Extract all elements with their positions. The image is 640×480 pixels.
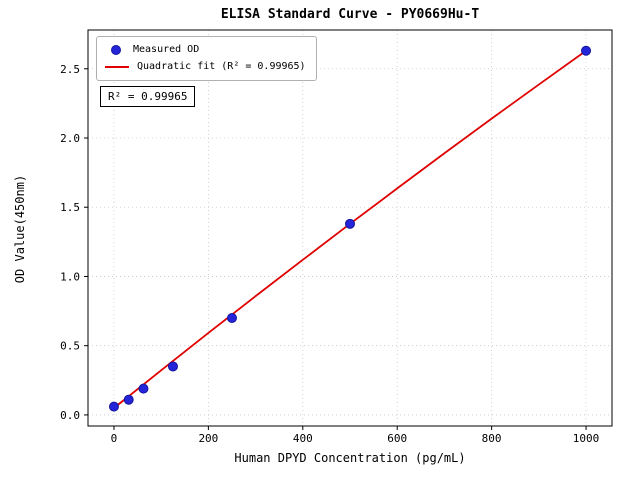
x-tick-label: 200 <box>198 432 218 445</box>
y-tick-label: 0.0 <box>60 409 80 422</box>
x-tick-label: 600 <box>387 432 407 445</box>
measured-od-dot-icon <box>111 45 121 55</box>
measured-od-point <box>226 313 237 323</box>
measured-od-point <box>108 401 119 412</box>
chart-title: ELISA Standard Curve - PY0669Hu-T <box>220 7 480 22</box>
r-squared-annotation: R² = 0.99965 <box>100 86 196 107</box>
y-tick-label: 1.0 <box>60 270 80 283</box>
measured-od-point <box>581 45 592 56</box>
x-tick-label: 0 <box>111 432 118 445</box>
measured-od-point <box>167 361 178 372</box>
plot-frame <box>87 29 613 427</box>
legend-label-quadratic-fit: Quadratic fit (R² = 0.99965) <box>137 61 306 72</box>
x-tick-label: 400 <box>293 432 313 445</box>
x-tick-label: 1000 <box>573 432 600 445</box>
y-axis-label: OD Value(450nm) <box>13 174 27 284</box>
x-tick-label: 800 <box>482 432 502 445</box>
y-tick-label: 1.5 <box>60 201 80 214</box>
x-axis-label: Human DPYD Concentration (pg/mL) <box>234 451 466 465</box>
measured-od-point <box>138 383 149 394</box>
legend-item-measured-od: Measured OD <box>105 42 306 58</box>
legend-label-measured-od: Measured OD <box>133 44 200 55</box>
y-tick-label: 2.0 <box>60 132 80 145</box>
legend-item-quadratic-fit: Quadratic fit (R² = 0.99965) <box>105 59 306 75</box>
measured-od-point <box>345 218 355 229</box>
legend: Measured OD Quadratic fit (R² = 0.99965) <box>96 36 317 81</box>
measured-od-point <box>123 394 134 405</box>
fit-line-icon <box>105 66 129 68</box>
y-tick-label: 2.5 <box>60 63 80 76</box>
y-tick-label: 0.5 <box>60 340 80 353</box>
